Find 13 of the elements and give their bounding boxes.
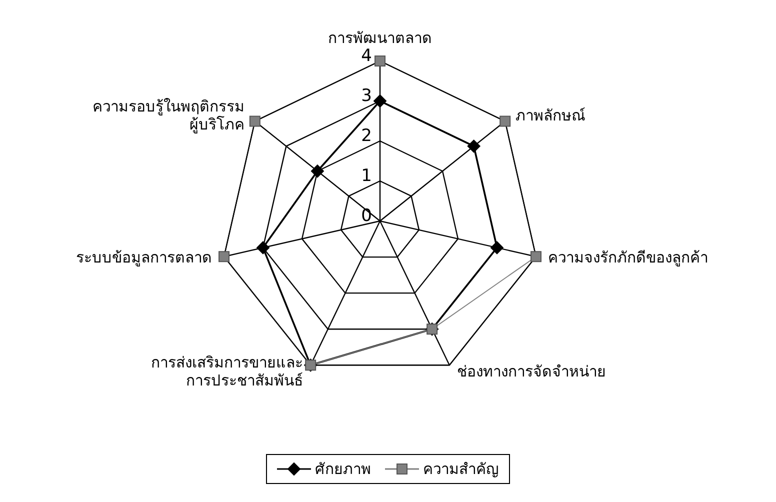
spoke-label: ความรอบรู้ในพฤติกรรม ผู้บริโภค <box>92 97 245 134</box>
spoke-label: ระบบข้อมูลการตลาด <box>76 248 212 266</box>
spoke-label: ความจงรักภักดีของลูกค้า <box>548 248 708 266</box>
y-tick-label: 1 <box>361 166 372 186</box>
spoke-label: ช่องทางการจัดจำหน่าย <box>456 362 606 380</box>
legend-label: ศักยภาพ <box>314 459 371 480</box>
spoke-label: การพัฒนาตลาด <box>328 29 432 47</box>
spoke-label: การส่งเสริมการขายและ การประชาสัมพันธ์ <box>151 353 304 390</box>
spoke-label: ภาพลักษณ์ <box>515 106 586 124</box>
legend-label: ความสำคัญ <box>422 459 499 480</box>
y-tick-label: 3 <box>361 86 372 106</box>
y-tick-label: 4 <box>361 46 372 66</box>
y-tick-label: 2 <box>361 126 372 146</box>
